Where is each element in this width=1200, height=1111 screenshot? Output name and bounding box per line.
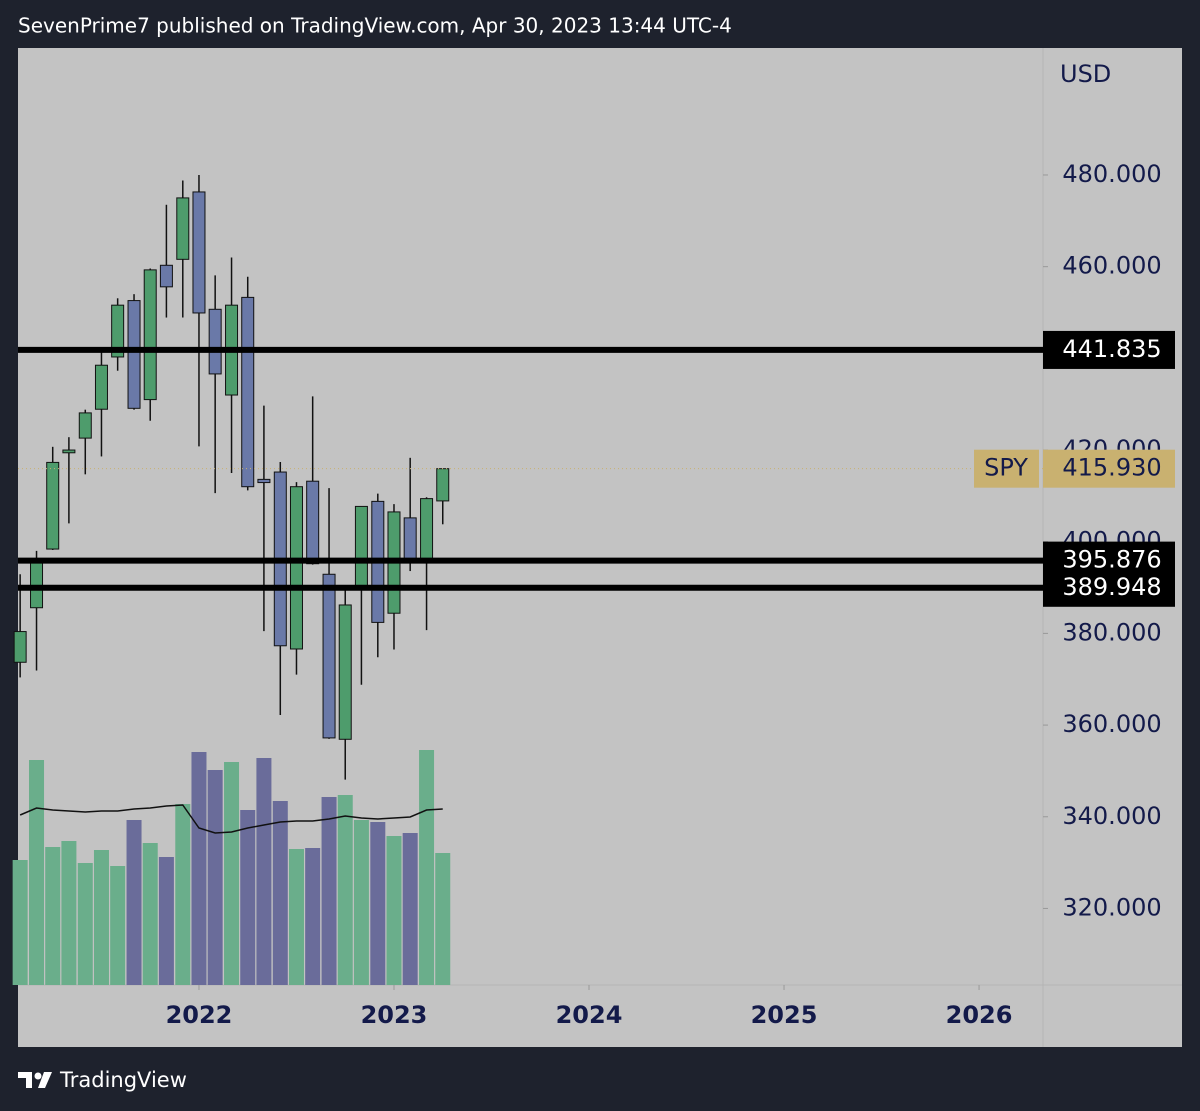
candle-body: [338, 604, 352, 740]
level-label-box: [1043, 568, 1175, 607]
candle-body: [143, 269, 157, 401]
candle-body: [403, 517, 417, 560]
volume-bar: [93, 850, 109, 985]
level-label: 441.835: [1062, 335, 1161, 363]
candle-body: [111, 304, 125, 358]
x-tick-label: 2025: [751, 1001, 818, 1029]
volume-bar: [288, 849, 304, 985]
candle-body: [289, 486, 303, 650]
candle-body: [306, 480, 320, 565]
y-tick-label: 380.000: [1062, 618, 1161, 646]
volume-bar: [305, 848, 321, 985]
volume-bar: [419, 750, 435, 985]
volume-bar: [272, 801, 288, 985]
candle-body: [30, 558, 44, 609]
x-tick-label: 2024: [556, 1001, 623, 1029]
candle-body: [78, 412, 92, 439]
candle-body: [127, 300, 141, 409]
candle-body: [257, 478, 271, 484]
candle-body: [46, 461, 60, 550]
volume-bar: [12, 860, 28, 985]
volume-bar: [256, 758, 272, 985]
volume-bar: [386, 836, 402, 985]
volume-bar: [435, 853, 451, 985]
volume-bar: [175, 804, 191, 985]
candle-body: [62, 449, 76, 454]
logo-mark: [34, 1072, 42, 1080]
last-price-label: 415.930: [1062, 454, 1161, 482]
volume-bar: [402, 833, 418, 985]
volume-bar: [77, 863, 93, 985]
volume-ma-line: [19, 804, 443, 834]
candle-body: [208, 308, 222, 375]
y-tick-label: 360.000: [1062, 710, 1161, 738]
volume-bar: [126, 820, 142, 985]
candle-body: [192, 191, 206, 314]
volume-bar: [240, 810, 256, 985]
level-label-box: [1043, 330, 1175, 369]
candle-body: [322, 573, 336, 739]
logo: [18, 1072, 52, 1088]
y-tick-label: 460.000: [1062, 252, 1161, 280]
volume-bar: [321, 797, 337, 985]
volume-bar: [45, 847, 61, 985]
last-price-box: [974, 449, 1039, 488]
candle-body: [420, 498, 434, 564]
candle-body: [94, 364, 108, 410]
volume-bar: [61, 841, 77, 985]
volume-bar: [370, 822, 386, 985]
header: SevenPrime7 published on TradingView.com…: [18, 14, 732, 38]
volume-bar: [142, 843, 158, 985]
y-tick-label: 320.000: [1062, 893, 1161, 921]
volume-bar: [110, 866, 126, 985]
candle-body: [436, 468, 450, 502]
volume-bar: [191, 752, 207, 985]
x-tick-label: 2026: [946, 1001, 1013, 1029]
candle-body: [354, 505, 368, 589]
candle-body: [13, 631, 27, 663]
y-tick-label: 340.000: [1062, 802, 1161, 830]
candle-body: [159, 264, 173, 288]
last-price-name: SPY: [984, 454, 1028, 482]
x-tick-label: 2023: [361, 1001, 428, 1029]
candle-body: [241, 296, 255, 488]
volume-bar: [337, 795, 353, 985]
candle-body: [176, 197, 190, 260]
logo-mark: [38, 1072, 52, 1088]
x-tick-label: 2022: [166, 1001, 233, 1029]
y-tick-label: 480.000: [1062, 160, 1161, 188]
logo-mark: [18, 1072, 32, 1088]
volume-bar: [207, 770, 223, 985]
last-price-label-box: [1043, 449, 1175, 488]
volume-bar: [29, 760, 45, 985]
volume-bar: [158, 857, 174, 985]
level-label: 389.948: [1062, 573, 1161, 601]
volume-bar: [353, 820, 369, 985]
footer: TradingView: [59, 1068, 187, 1092]
currency-label: USD: [1060, 60, 1111, 88]
volume-bar: [224, 762, 240, 985]
